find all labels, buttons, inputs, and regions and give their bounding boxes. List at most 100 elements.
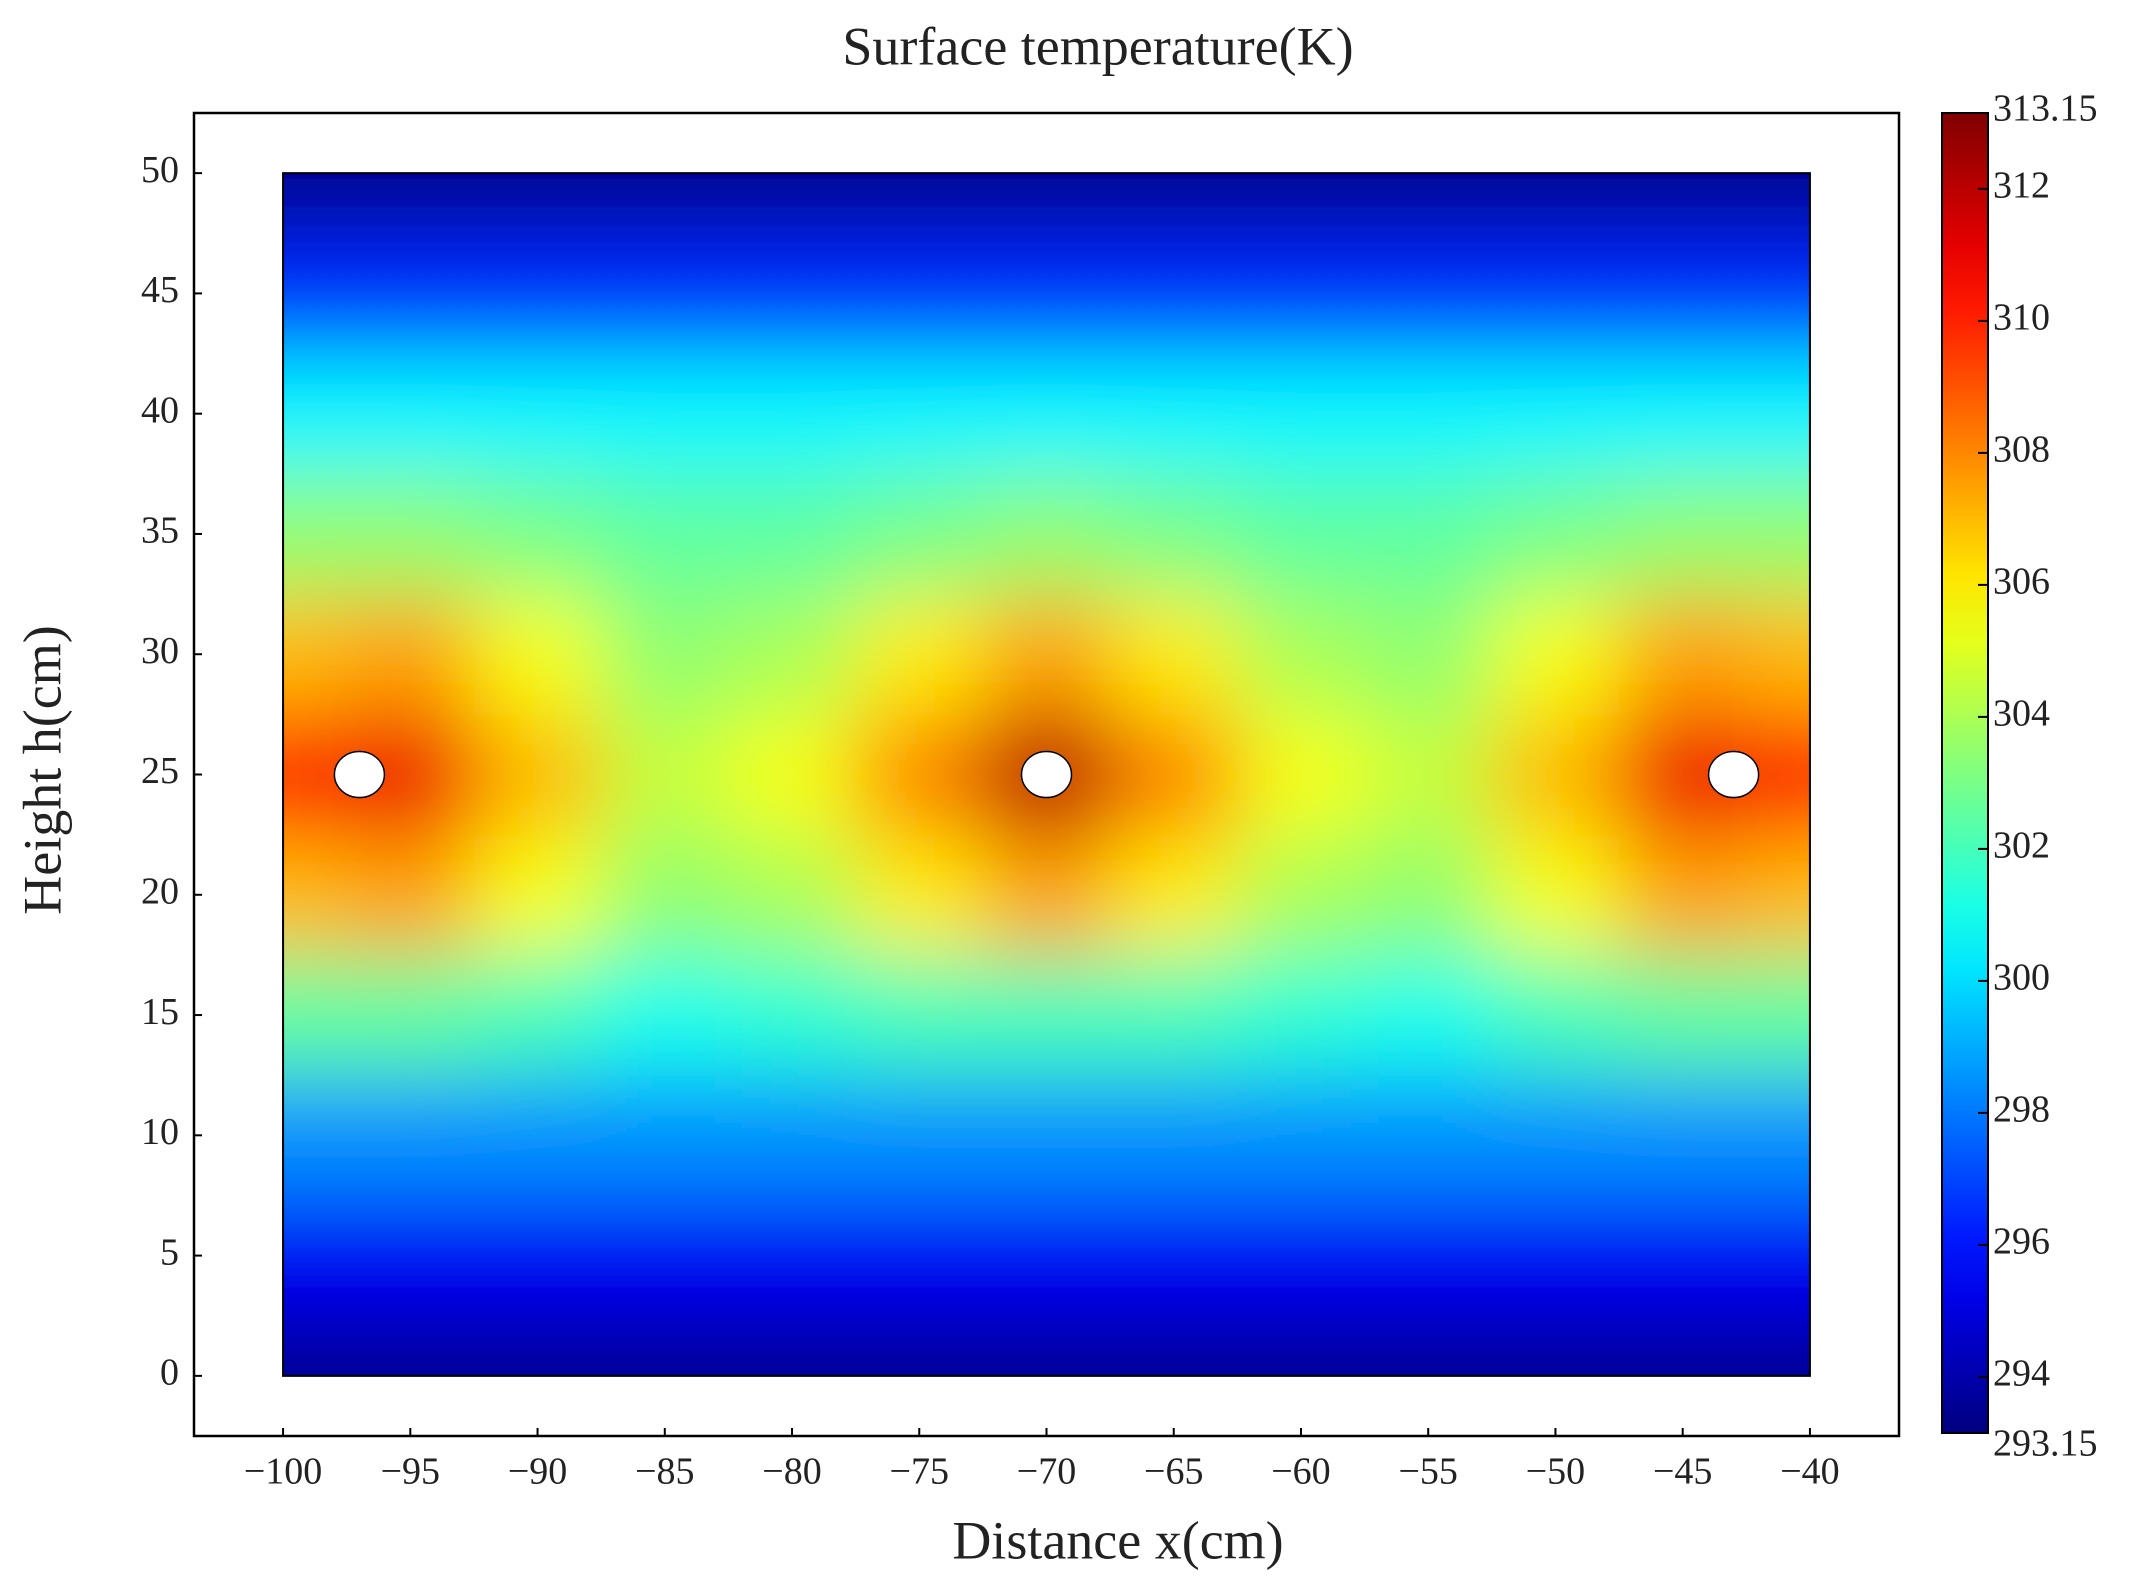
heat-cell (283, 834, 348, 956)
heat-cell (1237, 173, 1366, 235)
heat-cell (1619, 834, 1748, 956)
y-tick-label: 50 (141, 149, 179, 191)
heat-cell (283, 594, 348, 716)
heat-cell (855, 1195, 984, 1317)
heat-cell (1491, 714, 1621, 836)
heat-cell (1619, 954, 1748, 1077)
heat-cell (283, 714, 348, 836)
heat-cell (346, 1195, 475, 1317)
heat-cell (473, 1315, 603, 1376)
heat-cell (601, 353, 730, 475)
heat-cell (283, 1315, 348, 1376)
heat-cell (982, 1315, 1112, 1376)
heat-cell (1110, 173, 1239, 235)
heat-cell (1746, 834, 1810, 956)
heat-cell (283, 173, 348, 235)
chart-title: Surface temperature(K) (842, 16, 1353, 76)
heatmap (283, 173, 1810, 1376)
x-tick-label: −90 (508, 1451, 567, 1493)
colorbar-tick-label: 302 (1993, 825, 2050, 867)
heat-cell (1491, 473, 1621, 596)
heat-cell (1491, 173, 1621, 235)
heat-source (333, 750, 386, 799)
heat-cell (473, 173, 603, 235)
heat-cell (473, 473, 603, 596)
heat-cell (473, 353, 603, 475)
heat-cell (1237, 1075, 1366, 1197)
heat-cell (346, 834, 475, 956)
heat-cell (1364, 594, 1493, 716)
heat-cell (855, 473, 984, 596)
x-tick-label: −70 (1017, 1451, 1076, 1493)
heat-cell (283, 954, 348, 1077)
heat-cell (728, 954, 857, 1077)
heat-cell (728, 1195, 857, 1317)
heat-cell (1110, 1315, 1239, 1376)
heat-cell (1364, 714, 1493, 836)
y-tick-label: 15 (141, 991, 179, 1033)
heat-cell (283, 473, 348, 596)
heat-cell (1364, 1075, 1493, 1197)
heat-cell (728, 173, 857, 235)
heat-cell (601, 473, 730, 596)
heat-cell (1491, 594, 1621, 716)
heat-source (1020, 750, 1073, 799)
heat-cell (1237, 1195, 1366, 1317)
heat-cell (1746, 233, 1810, 355)
heat-cell (855, 353, 984, 475)
heat-cell (1491, 353, 1621, 475)
heat-cell (1237, 834, 1366, 956)
x-tick-label: −40 (1780, 1451, 1839, 1493)
heat-cell (982, 473, 1112, 596)
heat-cell (728, 594, 857, 716)
heat-cell (982, 233, 1112, 355)
heat-cell (1619, 594, 1748, 716)
heat-source (1707, 750, 1760, 799)
heat-cell (1237, 353, 1366, 475)
heat-cell (601, 594, 730, 716)
heatmap-cells (283, 173, 1810, 1376)
colorbar (1941, 112, 1989, 1434)
heat-cell (1746, 1315, 1810, 1376)
y-tick-label: 45 (141, 269, 179, 311)
heat-cell (982, 173, 1112, 235)
heat-cell (982, 834, 1112, 956)
y-tick-label: 10 (141, 1111, 179, 1153)
heat-cell (982, 1075, 1112, 1197)
heat-cell (1110, 233, 1239, 355)
heat-cell (1110, 353, 1239, 475)
heat-cell (1237, 594, 1366, 716)
colorbar-tick-label: 308 (1993, 429, 2050, 471)
heat-cell (473, 834, 603, 956)
heat-cell (1364, 954, 1493, 1077)
heat-cell (855, 1315, 984, 1376)
heat-cell (1491, 1075, 1621, 1197)
y-tick-label: 35 (141, 510, 179, 552)
heat-cell (1237, 1315, 1366, 1376)
heat-cell (473, 233, 603, 355)
heat-cell (601, 173, 730, 235)
colorbar-tick-label: 294 (1993, 1353, 2050, 1395)
colorbar-tick-label: 304 (1993, 693, 2050, 735)
heat-cell (1364, 173, 1493, 235)
heat-cell (1237, 954, 1366, 1077)
colorbar-tick-label: 312 (1993, 165, 2050, 207)
heat-cell (601, 834, 730, 956)
x-tick-label: −50 (1526, 1451, 1585, 1493)
heat-cell (283, 1195, 348, 1317)
heat-cell (982, 594, 1112, 716)
heat-cell (1491, 1315, 1621, 1376)
y-axis-label: Height h(cm) (12, 625, 72, 914)
heat-cell (1746, 594, 1810, 716)
heat-cell (1110, 714, 1239, 836)
x-tick-label: −75 (890, 1451, 949, 1493)
heat-cell (473, 1075, 603, 1197)
heat-cell (728, 353, 857, 475)
heat-cell (1619, 233, 1748, 355)
heat-cell (601, 714, 730, 836)
heat-cell (1110, 1195, 1239, 1317)
heat-cell (855, 714, 984, 836)
heat-cell (1110, 594, 1239, 716)
heat-cell (1619, 1075, 1748, 1197)
heat-cell (1746, 954, 1810, 1077)
